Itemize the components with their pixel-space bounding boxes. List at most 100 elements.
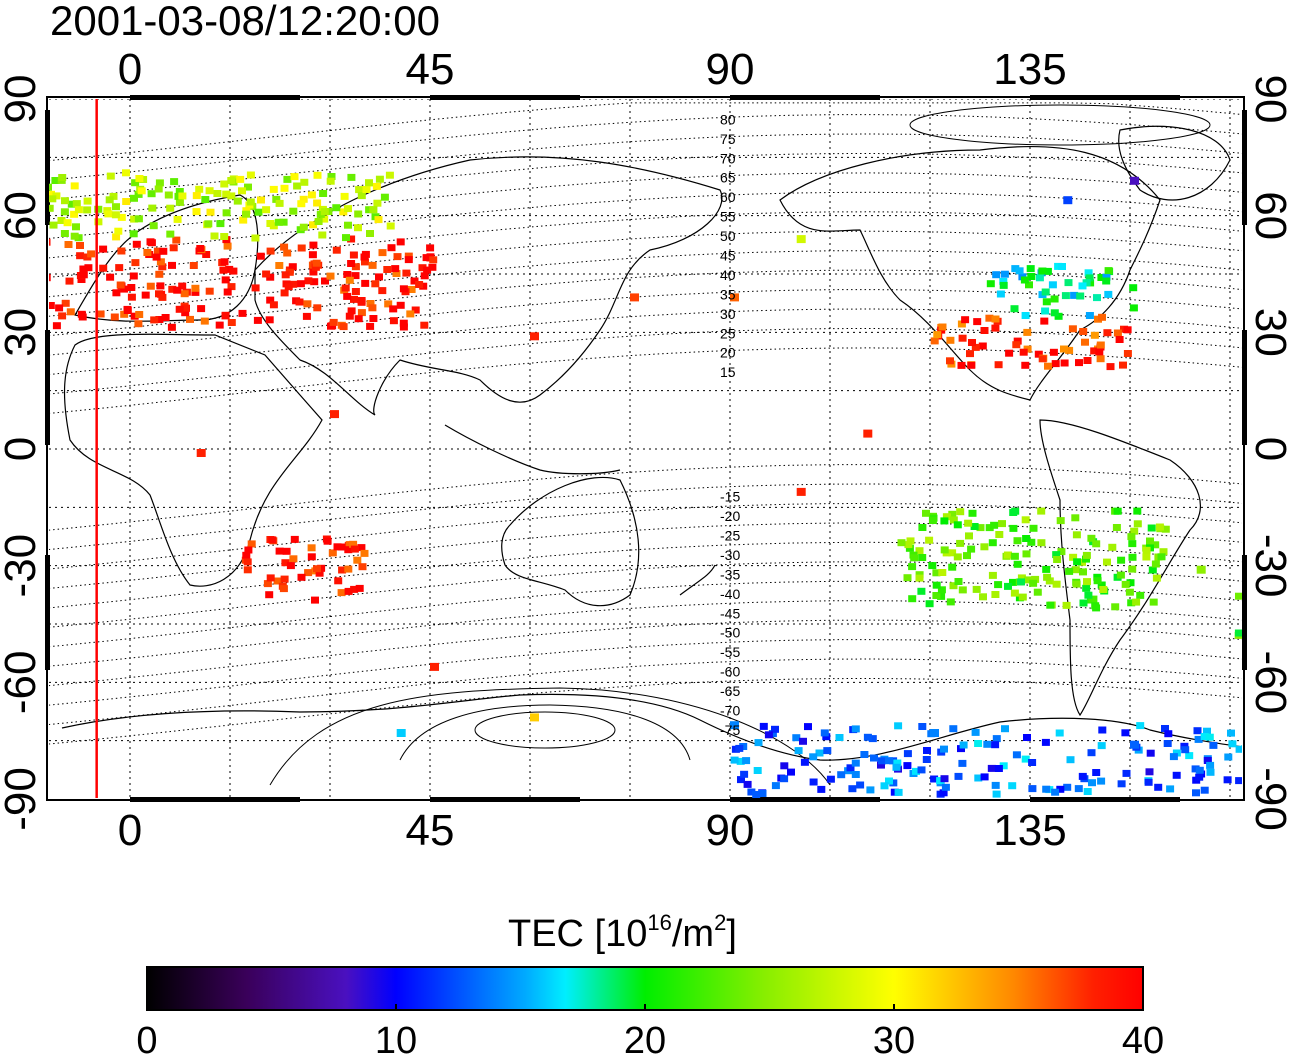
lat-tick-label: 60 xyxy=(1246,191,1292,240)
mlat-label: 65 xyxy=(720,170,736,186)
tec-cell xyxy=(344,565,353,573)
tec-cell xyxy=(117,213,126,221)
tec-cell xyxy=(1071,566,1080,574)
tec-cell xyxy=(958,586,967,594)
tec-cell xyxy=(1148,566,1157,574)
tec-cell xyxy=(946,598,955,606)
tec-cell xyxy=(1159,548,1168,556)
tec-cell xyxy=(222,209,231,217)
tec-cell xyxy=(932,581,941,589)
tec-cell xyxy=(1195,773,1204,781)
tec-cell xyxy=(940,745,948,753)
tec-cell xyxy=(114,227,123,235)
mlat-label: 70 xyxy=(720,150,736,166)
tec-cell xyxy=(112,289,121,297)
tec-cell xyxy=(1070,291,1079,299)
tec-cell xyxy=(1049,348,1058,356)
tec-cell xyxy=(1152,574,1161,582)
tec-cell xyxy=(863,733,872,741)
tec-cell xyxy=(371,280,380,288)
tec-cell xyxy=(1050,295,1059,303)
tec-cell xyxy=(1027,538,1036,546)
tec-cell xyxy=(112,203,120,211)
tec-cell xyxy=(313,199,322,207)
tec-cell xyxy=(1088,779,1096,787)
tec-cell xyxy=(949,582,958,590)
tec-cell xyxy=(1060,345,1068,353)
tec-cell xyxy=(1033,588,1042,596)
tec-cell xyxy=(428,263,437,271)
tec-cell xyxy=(399,323,408,331)
tec-cell xyxy=(1155,523,1164,531)
tec-cell xyxy=(1056,785,1065,793)
tec-cell xyxy=(129,272,138,280)
mlat-label: -25 xyxy=(720,527,740,543)
tec-cell xyxy=(34,296,42,303)
tec-cell xyxy=(225,265,234,273)
tec-cell xyxy=(925,600,934,608)
tec-cell xyxy=(387,244,396,252)
tec-cell xyxy=(1142,546,1151,554)
tec-cell xyxy=(1010,589,1019,597)
mlat-label: 25 xyxy=(720,325,736,341)
tec-cell xyxy=(991,315,1000,323)
tec-cell xyxy=(1009,578,1017,586)
tec-cell xyxy=(1235,592,1242,600)
tec-cell xyxy=(1010,552,1019,560)
mlat-label: -60 xyxy=(720,664,740,680)
mlat-label: -75 xyxy=(720,722,740,738)
tec-cell xyxy=(1042,565,1051,573)
tec-cell xyxy=(1267,619,1275,626)
tec-cell xyxy=(311,596,319,604)
tec-cell xyxy=(99,264,108,272)
tec-cell xyxy=(134,320,143,328)
tec-cell xyxy=(1083,788,1092,795)
tec-cell xyxy=(221,276,230,284)
tec-cell xyxy=(1102,277,1111,285)
tec-cell xyxy=(992,790,1001,798)
tec-cell xyxy=(903,750,912,758)
tec-cell xyxy=(1082,555,1090,563)
tec-cell xyxy=(262,270,271,278)
tec-cell xyxy=(279,585,288,593)
tec-cell xyxy=(754,739,763,747)
tec-cell xyxy=(780,775,789,783)
tec-cell xyxy=(1020,276,1029,284)
tec-cell xyxy=(983,740,992,748)
tec-cell xyxy=(978,342,987,350)
tec-cell xyxy=(189,262,198,269)
tec-cell xyxy=(168,261,176,269)
tec-cell xyxy=(116,281,125,289)
tec-cell xyxy=(1161,725,1169,732)
mlat-label: -15 xyxy=(720,489,740,505)
mlat-label: -40 xyxy=(720,586,740,602)
tec-cell xyxy=(375,273,383,281)
tec-cell xyxy=(299,195,308,203)
tec-cell xyxy=(281,559,290,567)
tec-cell xyxy=(1013,337,1022,345)
tec-cell xyxy=(396,238,405,246)
tec-cell xyxy=(213,190,222,197)
tec-cell xyxy=(293,182,302,190)
tec-cell xyxy=(269,301,278,309)
tec-cell xyxy=(105,196,114,204)
tec-cell xyxy=(889,779,898,787)
tec-cell xyxy=(256,252,265,260)
tec-cell xyxy=(1122,769,1131,777)
tec-cell xyxy=(52,192,61,200)
tec-cell xyxy=(530,332,539,341)
tec-cell xyxy=(863,429,873,438)
tec-cell xyxy=(846,764,855,772)
tec-cell xyxy=(740,770,749,778)
tec-cell xyxy=(1037,507,1046,515)
tec-cell xyxy=(994,581,1003,589)
tec-cell xyxy=(922,509,930,517)
tec-cell xyxy=(307,191,316,199)
tec-cell xyxy=(980,327,989,334)
tec-cell xyxy=(279,218,288,226)
tec-cell xyxy=(341,284,350,292)
tec-cell xyxy=(1123,350,1132,357)
tec-cell xyxy=(1206,761,1215,769)
tec-cell xyxy=(1113,329,1122,337)
tec-cell xyxy=(238,187,246,195)
